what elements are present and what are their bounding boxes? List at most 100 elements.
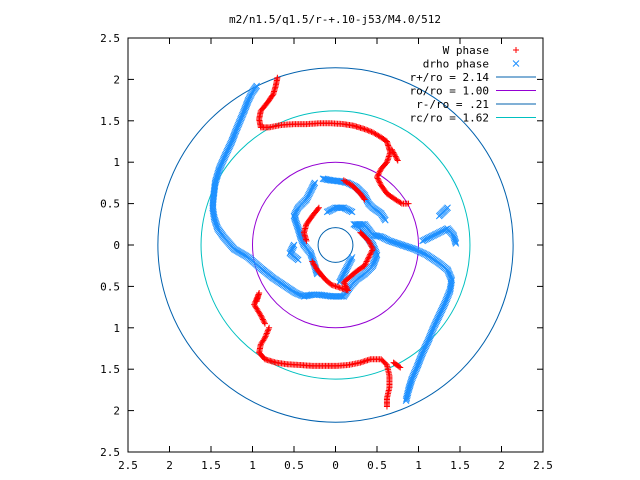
w-phase-point	[364, 257, 371, 264]
y-tick-label: 0	[113, 239, 120, 252]
w-phase-point	[388, 146, 395, 153]
w-phase-point	[361, 126, 368, 133]
drho-phase-point	[348, 208, 356, 216]
w-phase-point	[362, 259, 369, 266]
legend-marker-plus	[513, 47, 519, 53]
w-phase-point	[367, 251, 374, 258]
reference-circles	[157, 67, 514, 423]
w-phase-point	[365, 254, 372, 261]
x-tick-label: 2	[166, 459, 173, 472]
drho-phase-point	[358, 220, 365, 228]
w-phase-point	[366, 239, 373, 246]
y-tick-label: 2	[113, 73, 120, 86]
w-phase-point	[392, 153, 399, 160]
w-phase-point	[265, 326, 272, 333]
w-phase-point	[255, 291, 262, 298]
w-phase-point	[368, 128, 375, 135]
w-phase-point	[254, 292, 261, 299]
legend-label: drho phase	[423, 58, 489, 71]
legend-marker-cross	[512, 60, 520, 67]
w-phase-point	[258, 313, 265, 320]
w-phase-point	[374, 174, 380, 181]
y-tick-label: 1	[113, 156, 120, 169]
drho-phase-point	[348, 254, 356, 261]
w-phase-point	[304, 220, 311, 227]
legend-label: ro/ro = 1.00	[410, 85, 489, 98]
w-phase-point	[264, 329, 271, 336]
w-phase-point	[391, 150, 398, 157]
w-phase-point	[365, 127, 372, 134]
w-phase-point	[389, 148, 396, 155]
w-phase-point	[394, 157, 401, 164]
w-phase-point	[374, 175, 381, 182]
x-tick-label: 1	[249, 459, 256, 472]
w-phase-point	[340, 279, 347, 286]
w-phase-point	[365, 237, 372, 244]
w-phase-point	[360, 195, 367, 202]
w-phase-point	[341, 280, 348, 287]
w-phase-point	[309, 258, 316, 265]
x-tick-label: 0.5	[284, 459, 304, 472]
w-phase-point	[303, 237, 310, 244]
x-tick-label: 2.5	[533, 459, 553, 472]
reference-circle-1	[252, 161, 419, 329]
w-phase-point	[368, 248, 375, 255]
w-phase-point	[266, 324, 273, 331]
w-phase-point	[390, 359, 397, 366]
w-phase-point	[261, 320, 268, 327]
drho-phase-point	[381, 216, 389, 224]
drho-phase-point	[403, 395, 410, 403]
legend-label: r-/ro = .21	[416, 98, 489, 111]
w-phase-point	[259, 315, 266, 322]
drho-phase-point	[419, 237, 427, 245]
reference-circle-0	[157, 67, 514, 423]
w-phase-point	[263, 331, 270, 338]
w-phase-point	[377, 167, 384, 174]
x-tick-label: 2	[498, 459, 505, 472]
x-tick-label: 1.5	[201, 459, 221, 472]
drho-phase-point	[337, 292, 345, 300]
series-W-phase	[251, 74, 412, 410]
w-phase-point	[376, 178, 383, 185]
y-tick-label: 2.5	[100, 446, 120, 459]
x-tick-label: 0.5	[367, 459, 387, 472]
series-drho-phase	[209, 82, 460, 405]
w-phase-point	[397, 199, 404, 206]
w-phase-point	[258, 340, 265, 347]
w-phase-point	[364, 127, 371, 134]
x-tick-label: 0	[332, 459, 339, 472]
w-phase-point	[362, 126, 369, 133]
x-tick-label: 1.5	[450, 459, 470, 472]
w-phase-point	[258, 106, 265, 113]
w-phase-point	[376, 179, 383, 186]
w-phase-point	[369, 247, 376, 254]
legend-label: r+/ro = 2.14	[410, 71, 490, 84]
legend-label: W phase	[443, 44, 489, 57]
w-phase-point	[361, 196, 368, 203]
w-phase-point	[260, 317, 267, 324]
w-phase-point	[254, 294, 261, 301]
w-phase-point	[383, 403, 390, 410]
w-phase-point	[393, 154, 400, 161]
w-phase-point	[391, 152, 398, 159]
y-tick-label: 1.5	[100, 363, 120, 376]
w-phase-point	[367, 250, 374, 257]
w-phase-point	[264, 327, 271, 334]
w-phase-point	[367, 240, 374, 247]
w-phase-point	[257, 312, 264, 319]
w-phase-point	[262, 333, 269, 340]
w-phase-point	[253, 297, 260, 304]
drho-phase-point	[402, 397, 410, 405]
w-phase-point	[367, 128, 374, 135]
reference-circle-2	[317, 227, 354, 263]
legend-label: rc/ro = 1.62	[410, 112, 489, 125]
drho-phase-point	[444, 204, 451, 212]
axis-ticks: 2.5 2 1.5 1 0.5 0 0.5 1 1.5 2 2.52.521.510.500.511…	[100, 32, 553, 472]
y-tick-label: 1.5	[100, 115, 120, 128]
w-phase-point	[375, 171, 382, 178]
w-phase-point	[378, 165, 385, 172]
y-tick-label: 2	[113, 405, 120, 418]
w-phase-point	[375, 176, 382, 183]
w-phase-point	[310, 259, 317, 266]
